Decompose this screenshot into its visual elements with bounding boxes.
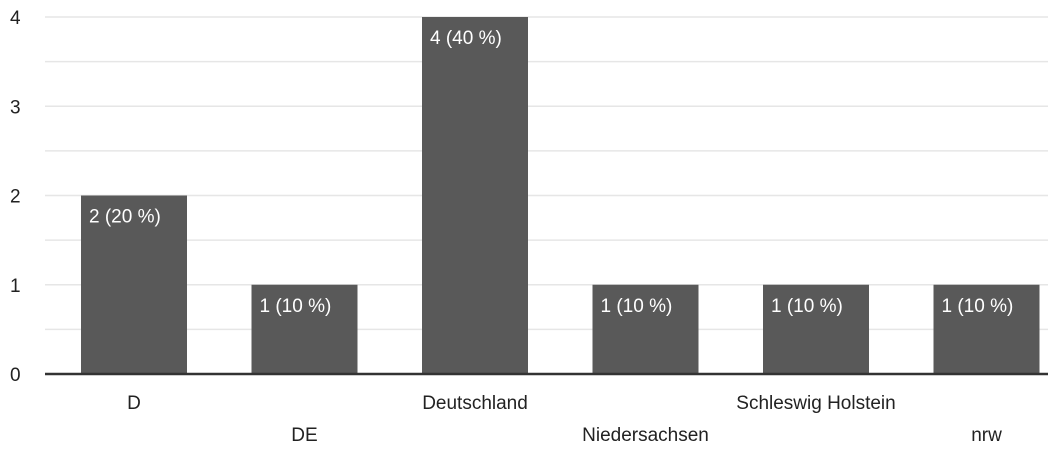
bar	[763, 284, 869, 374]
bar	[251, 284, 358, 374]
data-label: 1 (10 %)	[942, 296, 1014, 317]
bar	[422, 17, 528, 374]
bar	[592, 284, 699, 374]
data-labels: 2 (20 %) 1 (10 %) 4 (40 %) 1 (10 %) 1 (10 %)…	[89, 28, 1013, 317]
y-tick-label: 0	[10, 365, 21, 386]
data-label: 4 (40 %)	[430, 28, 502, 49]
data-label: 1 (10 %)	[771, 296, 843, 317]
bars	[81, 17, 1040, 374]
y-tick-label: 4	[10, 8, 21, 29]
x-tick-label: DE	[291, 425, 317, 446]
bar	[81, 195, 187, 374]
gridlines	[45, 16, 1048, 331]
y-axis-ticks: 0 1 2 3 4	[10, 8, 21, 386]
x-tick-label: D	[127, 393, 141, 414]
x-tick-label: Schleswig Holstein	[736, 393, 895, 414]
bar	[933, 284, 1040, 374]
y-tick-label: 2	[10, 187, 21, 208]
data-label: 1 (10 %)	[260, 296, 332, 317]
data-label: 1 (10 %)	[601, 296, 673, 317]
x-tick-label: Deutschland	[422, 393, 528, 414]
data-label: 2 (20 %)	[89, 207, 161, 228]
x-tick-label: nrw	[971, 425, 1002, 446]
y-tick-label: 3	[10, 97, 21, 118]
y-tick-label: 1	[10, 276, 21, 297]
x-tick-label: Niedersachsen	[582, 425, 709, 446]
x-axis-ticks: D DE Deutschland Niedersachsen Schleswig Hol…	[127, 393, 1002, 446]
